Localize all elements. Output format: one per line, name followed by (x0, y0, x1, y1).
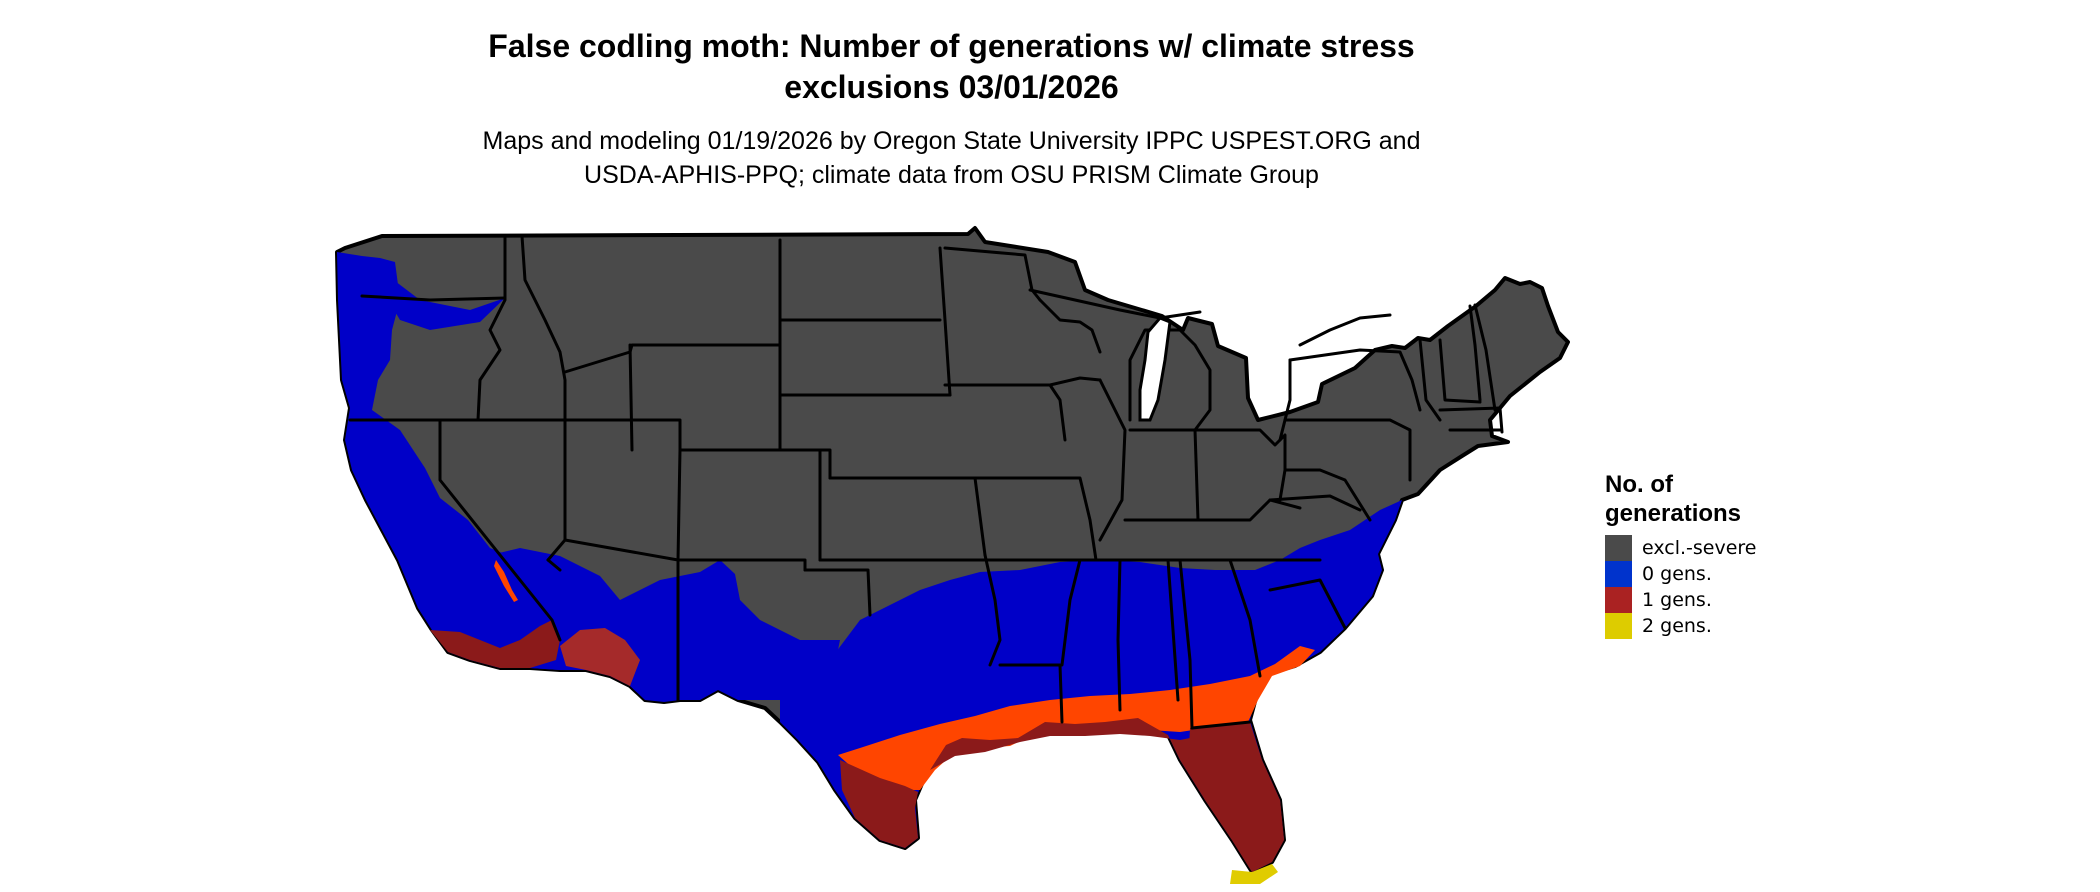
legend-item-excluded: excl.-severe (1605, 535, 1825, 561)
map-subtitle-line-2: USDA-APHIS-PPQ; climate data from OSU PR… (584, 161, 1319, 189)
legend-item-zero-gens: 0 gens. (1605, 561, 1825, 587)
colorado-river-one-gen-strip (494, 560, 518, 602)
legend-swatch-zero-gens (1605, 561, 1632, 587)
southwest-zero-gen-region (470, 548, 840, 702)
map-subtitle: Maps and modeling 01/19/2026 by Oregon S… (0, 124, 1903, 192)
legend-items: excl.-severe 0 gens. 1 gens. 2 gens. (1605, 535, 1825, 639)
map-subtitle-line-1: Maps and modeling 01/19/2026 by Oregon S… (482, 127, 1421, 155)
state-borders (348, 234, 1504, 730)
legend-item-two-gens: 2 gens. (1605, 613, 1825, 639)
legend-swatch-one-gens (1605, 587, 1632, 613)
arizona-one-gen-region (560, 628, 640, 686)
legend-swatch-two-gens (1605, 613, 1632, 639)
map-legend: No. of generations excl.-severe 0 gens. … (1605, 470, 1825, 639)
washington-coast-zero-gen-region (362, 256, 505, 330)
legend-swatch-excluded (1605, 535, 1632, 561)
lake-michigan (1138, 316, 1172, 422)
gulf-coast-one-gen-light-region (838, 646, 1315, 790)
legend-title: No. of generations (1605, 470, 1825, 528)
south-florida-two-gen-region (1230, 864, 1278, 884)
legend-title-line-2: generations (1605, 500, 1742, 527)
legend-title-line-1: No. of (1605, 471, 1673, 498)
legend-item-one-gens: 1 gens. (1605, 587, 1825, 613)
map-title-line-1: False codling moth: Number of generation… (488, 28, 1415, 64)
legend-label-one-gens: 1 gens. (1642, 589, 1712, 611)
legend-label-two-gens: 2 gens. (1642, 615, 1712, 637)
map-title: False codling moth: Number of generation… (0, 26, 1903, 108)
legend-label-zero-gens: 0 gens. (1642, 563, 1712, 585)
socal-one-gen-region (430, 620, 560, 668)
map-title-line-2: exclusions 03/01/2026 (784, 69, 1119, 105)
legend-label-excluded: excl.-severe (1642, 537, 1757, 559)
gulf-coast-one-gen-dark-region (840, 718, 1284, 872)
florida-one-gen-region (1188, 722, 1284, 872)
